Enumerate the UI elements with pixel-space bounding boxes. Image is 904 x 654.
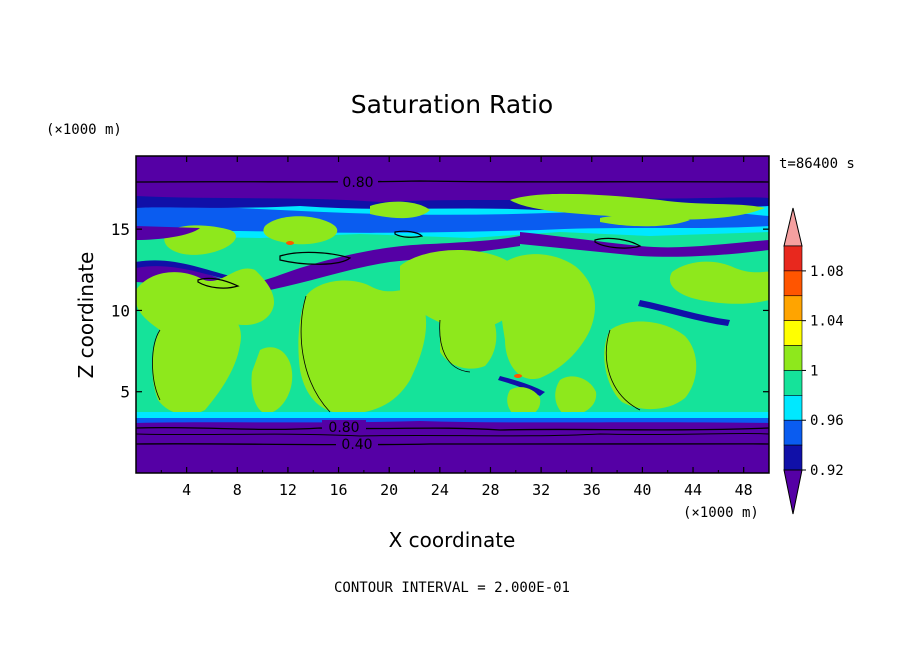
colorbar-arrow-bottom bbox=[783, 469, 803, 515]
colorbar-bin bbox=[783, 270, 803, 297]
blob-mid-7 bbox=[604, 321, 697, 410]
x-tick-label: 32 bbox=[532, 481, 550, 499]
x-tick-label: 48 bbox=[735, 481, 753, 499]
x-tick-label: 8 bbox=[233, 481, 242, 499]
blob-mid-3 bbox=[298, 280, 427, 415]
time-label: t=86400 s bbox=[779, 156, 855, 172]
blob-upper-5 bbox=[600, 214, 690, 227]
tongue-blue-edge bbox=[136, 260, 230, 280]
contour-closed-3 bbox=[594, 237, 642, 249]
contour-closed-2 bbox=[197, 277, 240, 289]
contour-field: 0.80 0.80 0.40 bbox=[136, 156, 769, 473]
contour-closed-1 bbox=[279, 251, 352, 265]
contour-label-040: 0.40 bbox=[341, 437, 372, 453]
x-tick-label: 4 bbox=[182, 481, 191, 499]
x-tick-label: 16 bbox=[330, 481, 348, 499]
colorbar-bin bbox=[783, 444, 803, 471]
colorbar-bin bbox=[783, 320, 803, 346]
contour-label-bg-1 bbox=[338, 174, 378, 190]
blob-upper-3 bbox=[370, 201, 430, 219]
contour-label-bg-3 bbox=[336, 437, 378, 451]
chart-title: Saturation Ratio bbox=[351, 90, 553, 119]
x-axis-ticks: 4 8 12 16 20 24 28 32 36 40 44 48 bbox=[160, 156, 753, 499]
field-cyan-fringe bbox=[136, 412, 769, 418]
x-tick-label: 24 bbox=[431, 481, 449, 499]
blob-upper-4 bbox=[510, 193, 765, 220]
colorbar-tick-label: 1.04 bbox=[810, 314, 844, 330]
x-tick-label: 36 bbox=[583, 481, 601, 499]
colorbar-bin bbox=[783, 419, 803, 446]
blob-mid-9 bbox=[251, 347, 293, 414]
blob-mid-2 bbox=[152, 314, 241, 415]
contour-080-bottom bbox=[136, 426, 769, 431]
tongue-purple-2 bbox=[520, 232, 769, 257]
blob-mid-4 bbox=[400, 250, 524, 330]
blob-mid-1 bbox=[136, 268, 274, 337]
colorbar-tick-label: 0.92 bbox=[810, 463, 844, 479]
y-tick-label: 10 bbox=[111, 301, 130, 320]
contour-interval-note: CONTOUR INTERVAL = 2.000E-01 bbox=[334, 580, 570, 596]
y-tick-label: 15 bbox=[111, 220, 130, 239]
colorbar-bin bbox=[783, 245, 803, 272]
colorbar-bin bbox=[783, 295, 803, 321]
blob-mid-11 bbox=[507, 387, 541, 418]
blob-mid-8 bbox=[669, 261, 769, 304]
colorbar-bin bbox=[783, 345, 803, 371]
colorbar-tick-label: 1 bbox=[810, 363, 818, 379]
blob-mid-5 bbox=[440, 306, 497, 369]
colorbar-tick-label: 1.08 bbox=[810, 264, 844, 280]
x-tick-label: 28 bbox=[481, 481, 499, 499]
contour-label-080-top: 0.80 bbox=[342, 175, 373, 191]
blob-mid-10 bbox=[555, 376, 597, 416]
contour-closed-4 bbox=[394, 230, 424, 238]
blob-mid-6 bbox=[499, 254, 595, 380]
tongue-purple-3 bbox=[136, 226, 200, 240]
y-axis-label: Z coordinate bbox=[74, 252, 98, 379]
colorbar-bin bbox=[783, 370, 803, 396]
accent-red-1 bbox=[286, 241, 294, 245]
colorbar: 0.92 0.96 1 1.04 1.08 bbox=[783, 207, 844, 515]
colorbar-arrow-top bbox=[783, 207, 803, 247]
x-unit-label: (×1000 m) bbox=[683, 505, 759, 521]
streak-blue-2 bbox=[498, 376, 545, 396]
blob-upper-2 bbox=[263, 216, 338, 245]
x-tick-label: 40 bbox=[633, 481, 651, 499]
accent-red-2 bbox=[514, 374, 522, 378]
streak-blue-1 bbox=[638, 300, 730, 326]
y-unit-label: (×1000 m) bbox=[46, 122, 122, 138]
contour-cloud-edges bbox=[152, 295, 641, 413]
contour-070-bottom bbox=[136, 432, 769, 437]
plot-frame bbox=[135, 155, 770, 474]
x-axis-label: X coordinate bbox=[389, 528, 516, 552]
x-tick-label: 20 bbox=[380, 481, 398, 499]
x-tick-label: 44 bbox=[684, 481, 702, 499]
colorbar-tick-label: 0.96 bbox=[810, 413, 844, 429]
y-tick-label: 5 bbox=[120, 383, 130, 402]
contour-label-080-bottom: 0.80 bbox=[328, 420, 359, 436]
contour-080-top bbox=[136, 180, 769, 183]
x-tick-label: 12 bbox=[279, 481, 297, 499]
y-axis-ticks: 5 10 15 bbox=[111, 220, 769, 402]
colorbar-bin bbox=[783, 395, 803, 421]
contour-040 bbox=[136, 443, 769, 446]
contour-label-bg-2 bbox=[322, 420, 366, 434]
